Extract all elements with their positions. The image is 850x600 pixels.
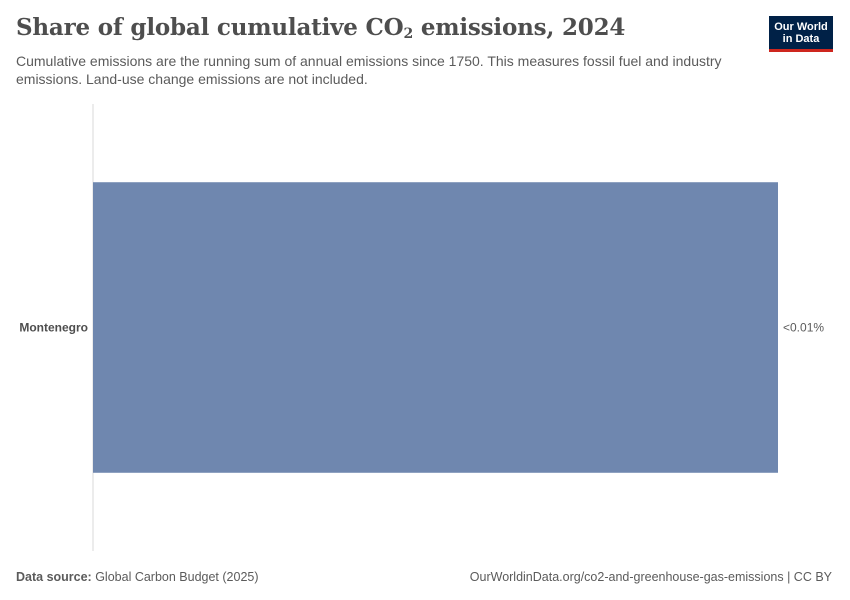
logo-line-2: in Data <box>782 33 820 45</box>
url-license[interactable]: OurWorldinData.org/co2-and-greenhouse-ga… <box>469 570 832 584</box>
title-subscript: 2 <box>403 26 414 42</box>
bar-montenegro[interactable] <box>93 182 778 473</box>
data-source-link[interactable]: Global Carbon Budget (2025) <box>91 570 259 584</box>
value-label: <0.01% <box>783 321 824 335</box>
logo-line-1: Our World <box>774 21 828 33</box>
title-rest: emissions, 2024 <box>413 14 626 41</box>
owid-logo[interactable]: Our World in Data <box>769 16 833 52</box>
chart-title: Share of global cumulative CO2 emissions… <box>16 14 625 42</box>
category-label: Montenegro <box>19 321 88 335</box>
data-source-label: Data source: <box>16 570 92 584</box>
chart-subtitle: Cumulative emissions are the running sum… <box>16 53 722 87</box>
title-main: Share of global cumulative CO <box>16 14 404 41</box>
data-source: Data source: Global Carbon Budget (2025) <box>16 570 259 584</box>
